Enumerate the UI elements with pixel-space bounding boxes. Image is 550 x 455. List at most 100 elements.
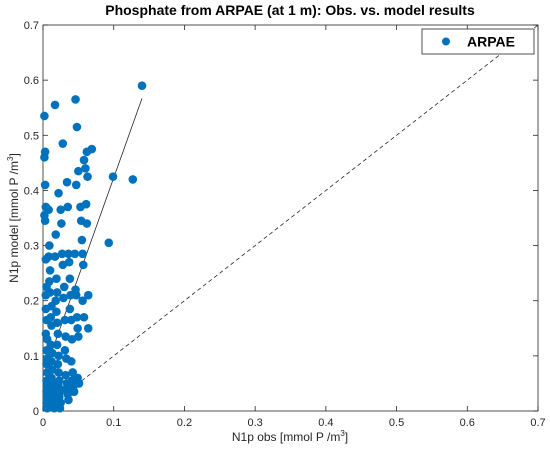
legend-box (421, 28, 535, 55)
data-point (128, 175, 138, 184)
data-point (40, 180, 50, 190)
y-axis-label: N1p model [mmol P /m3] (6, 153, 21, 283)
data-point (71, 290, 81, 300)
data-point (52, 318, 62, 328)
x-tick-label: 0.5 (389, 417, 404, 429)
data-point (44, 252, 53, 261)
data-point (72, 122, 82, 132)
data-point (74, 332, 83, 341)
data-point (54, 188, 63, 198)
data-point (65, 304, 75, 314)
data-point (45, 277, 54, 286)
data-point (53, 329, 63, 339)
data-point (40, 216, 50, 226)
data-point (71, 180, 81, 190)
y-tick-label: 0.7 (24, 20, 39, 32)
data-point (52, 340, 62, 350)
data-point (108, 172, 118, 181)
x-tick-label: 0.1 (106, 417, 121, 429)
data-point (62, 177, 72, 187)
x-tick-label: 0 (40, 417, 46, 429)
x-tick-label: 0.7 (530, 417, 545, 429)
data-point (81, 199, 91, 209)
y-tick-label: 0.1 (24, 351, 39, 363)
data-point (54, 351, 63, 361)
x-axis-label: N1p obs [mmol P /m3] (232, 429, 348, 444)
x-tick-label: 0.2 (177, 417, 192, 429)
y-tick-label: 0.6 (24, 75, 39, 87)
legend: ARPAE (421, 28, 535, 55)
data-point (57, 219, 66, 228)
data-point (64, 395, 73, 405)
data-point (50, 100, 60, 110)
data-point (46, 312, 56, 322)
data-point (79, 155, 89, 165)
legend-marker (442, 37, 450, 46)
data-point (71, 95, 80, 104)
y-tick-label: 0.3 (24, 241, 39, 253)
legend-label-arpae: ARPAE (467, 34, 515, 50)
data-point (81, 164, 90, 173)
data-point (45, 266, 55, 275)
data-point (60, 346, 70, 355)
x-tick-label: 0.4 (318, 417, 333, 429)
data-point (52, 288, 62, 297)
data-point (60, 315, 70, 325)
data-point (44, 205, 53, 215)
data-point (65, 274, 75, 283)
data-point (59, 293, 68, 303)
data-point (68, 368, 77, 377)
data-point (61, 370, 70, 380)
data-point (52, 274, 61, 283)
data-point (58, 139, 68, 148)
data-point (59, 282, 69, 292)
data-point (83, 290, 93, 300)
data-point (51, 230, 61, 239)
data-point (45, 241, 54, 250)
data-point (79, 260, 88, 270)
data-point (79, 312, 89, 322)
data-point (64, 257, 74, 267)
data-point (78, 249, 87, 259)
data-point (72, 312, 82, 322)
data-point (56, 205, 65, 215)
data-point (137, 81, 147, 90)
data-point (78, 296, 87, 306)
y-tick-label: 0.5 (24, 130, 39, 142)
data-point (46, 340, 56, 350)
data-point (63, 202, 73, 212)
data-point (87, 144, 97, 154)
data-point (77, 235, 87, 245)
data-point (70, 249, 80, 259)
y-tick-label: 0 (33, 406, 39, 418)
data-point (53, 359, 63, 369)
data-point (69, 387, 79, 397)
data-point (45, 288, 55, 297)
x-tick-label: 0.6 (460, 417, 475, 429)
data-point (64, 249, 73, 259)
data-point (66, 357, 76, 366)
data-point (40, 111, 49, 121)
data-point (52, 307, 61, 317)
data-point (73, 323, 82, 333)
plot-area (42, 24, 539, 412)
axis-tick-labels: 0 0.1 0.2 0.3 0.4 0.5 0.6 0.7 0 0.1 0.2 0.3 0.4 0.5 0.… (24, 20, 546, 429)
data-point (50, 252, 60, 261)
data-point (54, 368, 63, 377)
chart-title: Phosphate from ARPAE (at 1 m): Obs. vs. … (105, 2, 475, 18)
data-point (40, 153, 49, 162)
data-point (83, 172, 92, 181)
y-tick-label: 0.4 (24, 185, 39, 197)
data-point (104, 238, 114, 248)
x-tick-label: 0.3 (247, 417, 262, 429)
data-point (83, 323, 93, 333)
data-point (57, 249, 67, 259)
data-point (74, 166, 83, 176)
data-point (55, 403, 65, 413)
data-point (51, 296, 61, 306)
data-point (82, 219, 92, 228)
data-points (40, 81, 147, 413)
y-tick-label: 0.2 (24, 296, 39, 308)
data-point (74, 379, 84, 388)
